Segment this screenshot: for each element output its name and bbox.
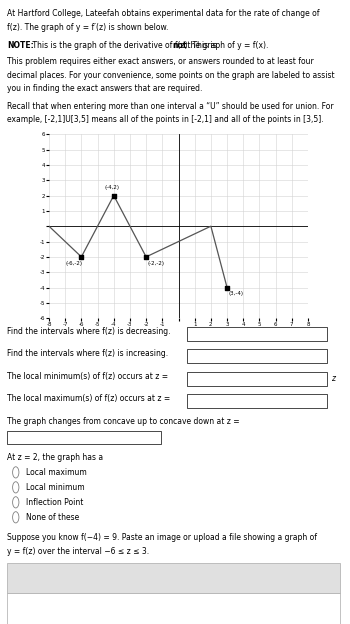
Text: y = f(z) over the interval −6 ≤ z ≤ 3.: y = f(z) over the interval −6 ≤ z ≤ 3. [7,547,149,555]
Text: None of these: None of these [26,513,79,522]
Text: This problem requires either exact answers, or answers rounded to at least four: This problem requires either exact answe… [7,57,314,66]
Text: Edit ▾   Insert ▾   Formats ▾    B   I   U   x₂   x²    A ▾   ¶: Edit ▾ Insert ▾ Formats ▾ B I U x₂ x² A … [14,565,234,571]
Text: z: z [331,374,335,383]
Text: (-4,2): (-4,2) [104,185,119,190]
Text: The graph changes from concave up to concave down at z =: The graph changes from concave up to con… [7,417,240,426]
Text: Suppose you know f(−4) = 9. Paste an image or upload a file showing a graph of: Suppose you know f(−4) = 9. Paste an ima… [7,533,317,542]
Text: example, [-2,1]U[3,5] means all of the points in [-2,1] and all of the points in: example, [-2,1]U[3,5] means all of the p… [7,115,324,124]
Text: At Hartford College, Lateefah obtains experimental data for the rate of change o: At Hartford College, Lateefah obtains ex… [7,9,320,18]
Text: Find the intervals where f(z) is decreasing.: Find the intervals where f(z) is decreas… [7,327,170,336]
Text: This is the graph of the derivative of f(z). This is: This is the graph of the derivative of f… [30,41,219,49]
Text: f(z). The graph of y = f′(z) is shown below.: f(z). The graph of y = f′(z) is shown be… [7,23,168,32]
Text: Inflection Point: Inflection Point [26,498,84,507]
Circle shape [13,467,19,478]
Text: you in finding the exact answers that are required.: you in finding the exact answers that ar… [7,84,202,93]
FancyBboxPatch shape [7,431,161,444]
Text: Local minimum: Local minimum [26,483,85,492]
Text: Local maximum: Local maximum [26,468,87,477]
Point [224,283,230,293]
Text: Find the intervals where f(z) is increasing.: Find the intervals where f(z) is increas… [7,349,168,358]
Text: (3,-4): (3,-4) [229,291,244,296]
Text: Recall that when entering more than one interval a “U” should be used for union.: Recall that when entering more than one … [7,102,334,110]
Text: not: not [172,41,187,49]
FancyBboxPatch shape [7,563,340,593]
Text: ≡  ≡  ≡  ≡▾  ≡▾  ≡≡  ≡≡  📎  📎  📤  📥  ≡▾  Σ²  Σ  N: ≡ ≡ ≡ ≡▾ ≡▾ ≡≡ ≡≡ 📎 📎 📤 📥 ≡▾ Σ² Σ N [14,579,186,585]
Point [144,252,149,262]
Circle shape [13,497,19,508]
Circle shape [13,482,19,493]
Point [111,190,117,200]
Text: At z = 2, the graph has a: At z = 2, the graph has a [7,453,103,462]
FancyBboxPatch shape [187,327,327,341]
FancyBboxPatch shape [187,394,327,408]
Text: The local maximum(s) of f(z) occurs at z =: The local maximum(s) of f(z) occurs at z… [7,394,170,403]
Text: (-2,-2): (-2,-2) [148,261,165,266]
Text: decimal places. For your convenience, some points on the graph are labeled to as: decimal places. For your convenience, so… [7,71,335,79]
FancyBboxPatch shape [187,372,327,386]
Point [78,252,84,262]
Text: The local minimum(s) of f(z) occurs at z =: The local minimum(s) of f(z) occurs at z… [7,372,168,381]
FancyBboxPatch shape [7,593,340,624]
Text: NOTE:: NOTE: [7,41,34,49]
Text: (-6,-2): (-6,-2) [65,261,82,266]
Circle shape [13,512,19,523]
Text: the graph of y = f(x).: the graph of y = f(x). [185,41,268,49]
FancyBboxPatch shape [187,349,327,363]
